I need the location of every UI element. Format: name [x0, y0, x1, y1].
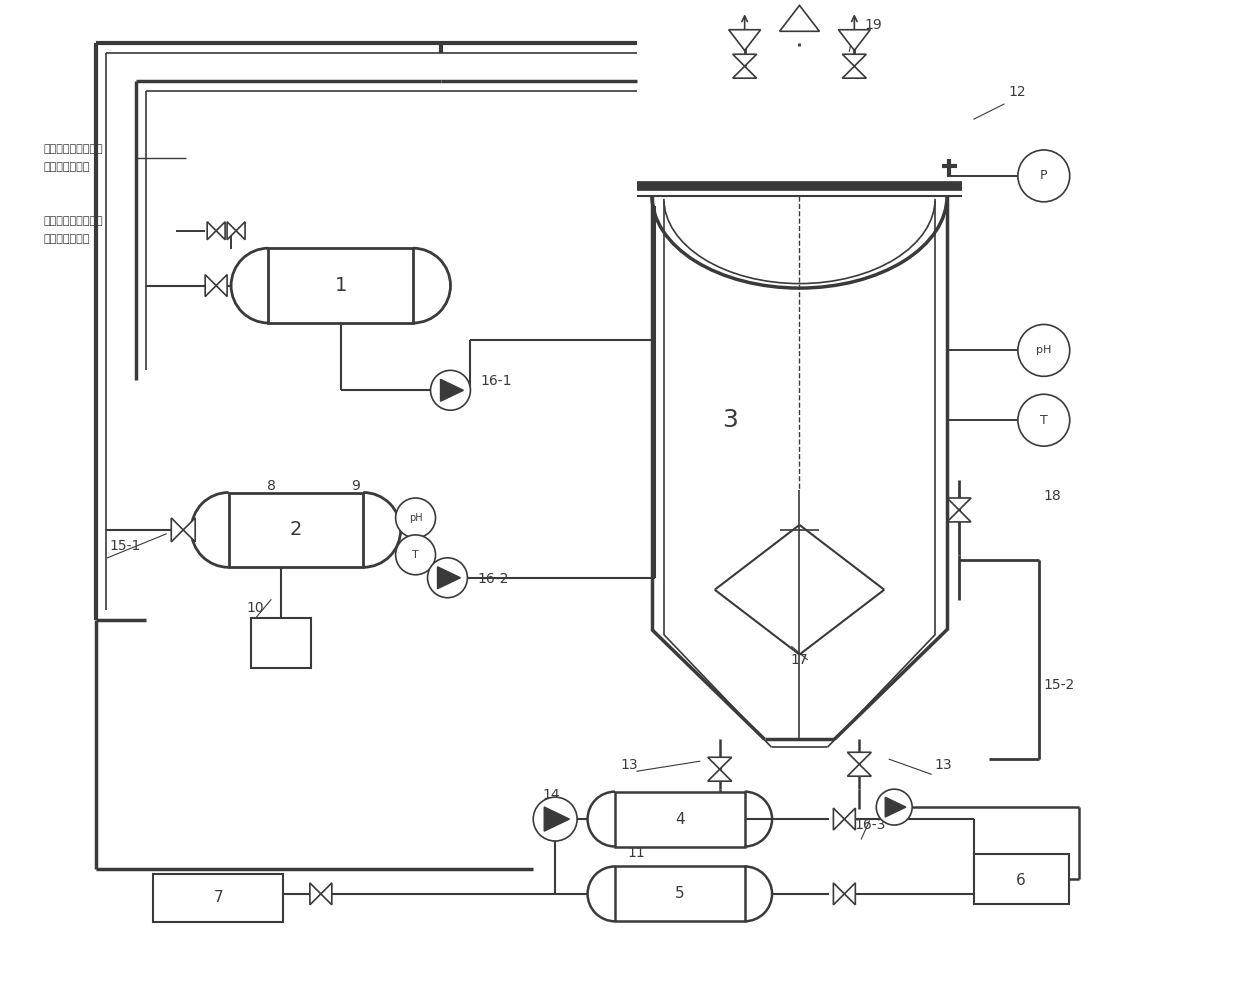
Circle shape	[877, 789, 913, 825]
Bar	[973, 854, 1069, 904]
Polygon shape	[184, 518, 195, 542]
Bar	[228, 492, 363, 567]
Polygon shape	[708, 769, 732, 781]
Polygon shape	[321, 882, 332, 905]
Text: P: P	[1040, 170, 1048, 182]
Bar	[250, 617, 311, 668]
Circle shape	[430, 371, 470, 410]
Polygon shape	[236, 222, 246, 240]
Text: 18: 18	[1044, 489, 1061, 503]
Bar	[269, 248, 413, 323]
Text: 17: 17	[791, 653, 808, 667]
Text: 15-1: 15-1	[109, 538, 141, 553]
Bar	[154, 874, 283, 922]
Polygon shape	[947, 498, 971, 510]
Text: 13: 13	[620, 758, 637, 772]
Text: 10: 10	[246, 600, 264, 614]
Text: 9: 9	[351, 479, 360, 493]
Polygon shape	[733, 54, 756, 66]
Text: 16-2: 16-2	[477, 572, 508, 586]
Polygon shape	[833, 809, 844, 830]
Text: 16-3: 16-3	[854, 818, 885, 832]
Text: 1: 1	[335, 276, 347, 295]
Polygon shape	[842, 54, 867, 66]
Polygon shape	[438, 567, 460, 589]
Polygon shape	[847, 764, 872, 776]
Text: 13: 13	[934, 758, 952, 772]
Polygon shape	[310, 882, 321, 905]
Text: 12: 12	[1009, 85, 1027, 100]
Text: 8: 8	[267, 479, 275, 493]
Polygon shape	[708, 757, 732, 769]
Text: 3: 3	[722, 408, 738, 432]
Polygon shape	[440, 380, 464, 401]
Polygon shape	[838, 30, 870, 50]
Text: 2: 2	[290, 521, 303, 539]
Circle shape	[1018, 324, 1070, 377]
Circle shape	[1018, 394, 1070, 446]
Polygon shape	[842, 66, 867, 78]
Text: 16-1: 16-1	[480, 375, 512, 388]
Text: 11: 11	[627, 846, 645, 860]
Polygon shape	[780, 5, 820, 32]
Polygon shape	[171, 518, 184, 542]
Polygon shape	[544, 807, 569, 831]
Text: 15-2: 15-2	[1044, 678, 1075, 692]
Polygon shape	[847, 752, 872, 764]
Text: T: T	[412, 550, 419, 560]
Bar	[615, 792, 745, 847]
Polygon shape	[216, 275, 227, 297]
Text: pH: pH	[1037, 345, 1052, 355]
Text: 稳水分离器分离筛网: 稳水分离器分离筛网	[43, 216, 103, 226]
Circle shape	[428, 558, 467, 598]
Polygon shape	[844, 809, 856, 830]
Text: 老化中老化筛水: 老化中老化筛水	[43, 162, 91, 172]
Polygon shape	[205, 275, 216, 297]
Text: 5: 5	[675, 886, 684, 901]
Text: 4: 4	[675, 811, 684, 826]
Circle shape	[533, 797, 577, 841]
Text: T: T	[1040, 414, 1048, 427]
Circle shape	[1018, 150, 1070, 202]
Text: 适少量水老化液: 适少量水老化液	[43, 234, 91, 244]
Polygon shape	[729, 30, 760, 50]
Circle shape	[396, 534, 435, 575]
Polygon shape	[844, 882, 856, 905]
Polygon shape	[216, 222, 226, 240]
Text: 7: 7	[213, 890, 223, 905]
Text: 19: 19	[864, 19, 882, 33]
Polygon shape	[207, 222, 216, 240]
Polygon shape	[227, 222, 236, 240]
Polygon shape	[733, 66, 756, 78]
Text: 6: 6	[1016, 874, 1025, 888]
Polygon shape	[885, 798, 906, 817]
Text: 14: 14	[542, 788, 559, 803]
Polygon shape	[947, 510, 971, 522]
Text: pH: pH	[409, 513, 423, 523]
Circle shape	[396, 498, 435, 538]
Polygon shape	[833, 882, 844, 905]
Text: 老化图滤水的老化中: 老化图滤水的老化中	[43, 144, 103, 154]
Bar	[615, 867, 745, 921]
